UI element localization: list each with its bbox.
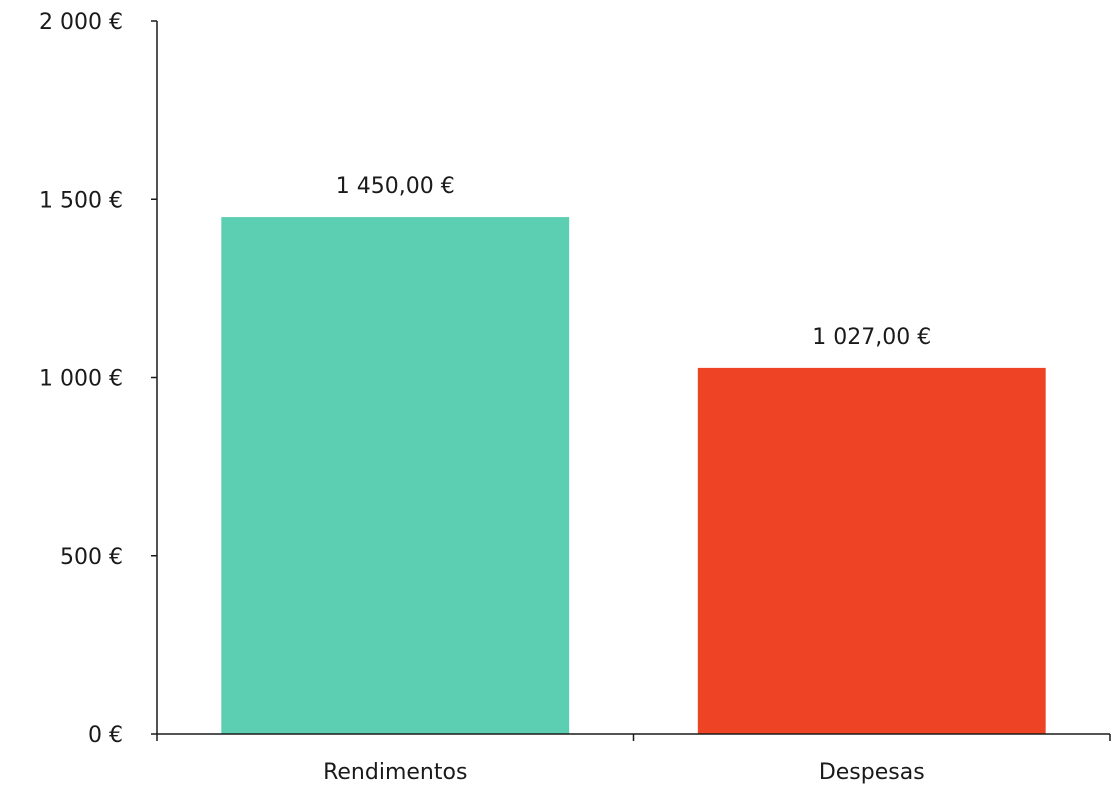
- bar-value-label: 1 450,00 €: [336, 174, 455, 199]
- y-axis: 0 € 500 € 1 000 € 1 500 € 2 000 €: [39, 10, 158, 748]
- y-tick-label: 500 €: [60, 545, 123, 570]
- y-tick-label: 0 €: [88, 723, 123, 748]
- bars: 1 450,00 € 1 027,00 €: [221, 174, 1046, 734]
- y-tick-label: 2 000 €: [39, 10, 123, 35]
- x-tick-label: Rendimentos: [323, 760, 467, 785]
- bar-despesas: [697, 367, 1046, 734]
- y-tick-label: 1 000 €: [39, 367, 123, 392]
- y-tick-label: 1 500 €: [39, 188, 123, 213]
- bar-rendimentos: [221, 217, 570, 734]
- x-tick-label: Despesas: [819, 760, 925, 785]
- bar-value-label: 1 027,00 €: [812, 325, 931, 350]
- x-axis: Rendimentos Despesas: [156, 733, 1111, 785]
